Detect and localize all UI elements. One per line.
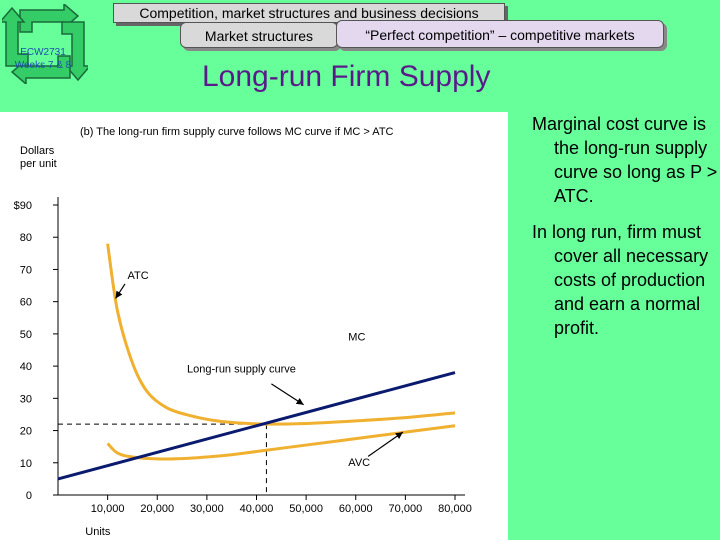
y-tick-label: 80 bbox=[20, 232, 32, 244]
note-mc-supply: Marginal cost curve is the long-run supp… bbox=[532, 114, 718, 206]
tab-market-structures[interactable]: Market structures bbox=[180, 22, 338, 48]
course-code-line1: ECW2731 bbox=[20, 47, 66, 58]
annotation-arrow-head bbox=[115, 290, 123, 299]
page-title: Long-run Firm Supply bbox=[202, 60, 491, 93]
y-tick-label: 30 bbox=[20, 393, 32, 405]
x-axis-label: Units bbox=[85, 526, 111, 538]
tab-main-topic[interactable]: Competition, market structures and busin… bbox=[113, 3, 505, 23]
annotation-avc: AVC bbox=[348, 457, 370, 469]
x-tick-label: 40,000 bbox=[240, 503, 274, 515]
series-mc-line bbox=[57, 371, 456, 481]
x-tick-label: 20,000 bbox=[140, 503, 174, 515]
notes-list: Marginal cost curve is the long-run supp… bbox=[532, 112, 718, 352]
y-tick-label: 10 bbox=[20, 458, 32, 470]
annotation-arrow-line bbox=[367, 431, 404, 457]
annotation-arrow-head bbox=[295, 398, 304, 405]
y-tick-label: 0 bbox=[26, 490, 32, 502]
y-tick-label: $90 bbox=[14, 200, 32, 212]
series-atc-line bbox=[106, 243, 456, 426]
annotation-long-run-supply-curve: Long-run supply curve bbox=[187, 364, 296, 376]
annotation-arrow-head bbox=[395, 432, 403, 440]
x-tick-label: 10,000 bbox=[91, 503, 125, 515]
x-tick-label: 50,000 bbox=[289, 503, 323, 515]
y-tick-label: 40 bbox=[20, 361, 32, 373]
long-run-supply-chart: (b) The long-run firm supply curve follo… bbox=[14, 126, 472, 538]
course-code-line2: Weeks 7 & 8 bbox=[14, 60, 72, 71]
y-tick-label: 60 bbox=[20, 297, 32, 309]
note-long-run: In long run, firm must cover all necessa… bbox=[532, 222, 709, 338]
y-tick-label: 20 bbox=[20, 426, 32, 438]
annotation-atc: ATC bbox=[127, 270, 148, 282]
y-tick-label: 70 bbox=[20, 264, 32, 276]
series-avc-line bbox=[106, 424, 456, 461]
chart-panel: (b) The long-run firm supply curve follo… bbox=[0, 112, 508, 540]
chart-title: (b) The long-run firm supply curve follo… bbox=[80, 126, 394, 138]
x-tick-label: 60,000 bbox=[339, 503, 373, 515]
y-tick-label: 50 bbox=[20, 329, 32, 341]
recycle-arrows-icon bbox=[2, 4, 88, 84]
course-code: ECW2731 Weeks 7 & 8 bbox=[0, 46, 86, 72]
annotation-mc: MC bbox=[348, 331, 365, 343]
x-tick-label: 30,000 bbox=[190, 503, 224, 515]
y-axis-label: Dollars per unit bbox=[20, 145, 57, 170]
x-tick-label: 70,000 bbox=[389, 503, 423, 515]
x-tick-label: 80,000 bbox=[438, 503, 472, 515]
tab-perfect-competition[interactable]: “Perfect competition” – competitive mark… bbox=[336, 20, 664, 48]
